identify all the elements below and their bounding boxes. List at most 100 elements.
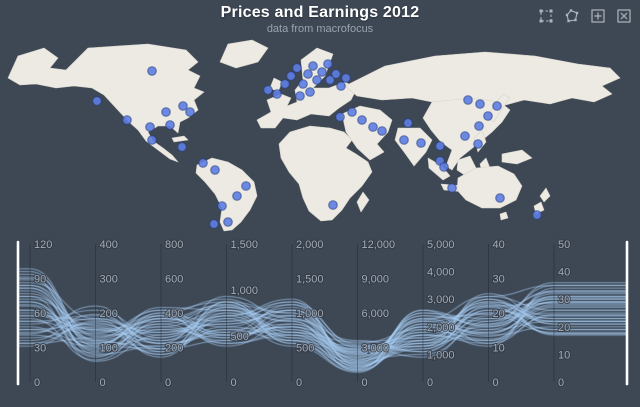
city-dot[interactable]	[341, 73, 351, 83]
profile-line[interactable]	[18, 290, 627, 351]
profile-line[interactable]	[18, 287, 627, 358]
profile-line[interactable]	[18, 306, 627, 372]
city-dot[interactable]	[336, 81, 346, 91]
city-dot[interactable]	[435, 141, 445, 151]
city-dot[interactable]	[210, 165, 220, 175]
city-dot[interactable]	[331, 69, 341, 79]
profile-line[interactable]	[18, 298, 627, 351]
profile-line[interactable]	[18, 284, 627, 351]
city-dot[interactable]	[161, 107, 171, 117]
city-dot[interactable]	[177, 142, 187, 152]
profile-line[interactable]	[18, 277, 627, 358]
profile-line[interactable]	[18, 301, 627, 368]
city-dot[interactable]	[483, 111, 493, 121]
city-dot[interactable]	[325, 75, 335, 85]
city-dot[interactable]	[303, 69, 313, 79]
profile-line[interactable]	[18, 293, 627, 354]
city-dot[interactable]	[463, 95, 473, 105]
zoom-fit-button[interactable]	[589, 7, 606, 24]
city-dot[interactable]	[308, 61, 318, 71]
city-dot[interactable]	[263, 85, 273, 95]
city-dot[interactable]	[335, 112, 345, 122]
profile-line[interactable]	[18, 279, 627, 353]
profile-line[interactable]	[17, 295, 627, 364]
city-dot[interactable]	[323, 59, 333, 69]
profile-line[interactable]	[18, 282, 627, 353]
profile-line[interactable]	[18, 295, 627, 372]
city-dot[interactable]	[292, 63, 302, 73]
city-dot[interactable]	[147, 66, 157, 76]
profile-line[interactable]	[18, 268, 627, 355]
profile-line[interactable]	[18, 304, 627, 366]
profile-line[interactable]	[18, 298, 627, 366]
city-dot[interactable]	[312, 75, 322, 85]
city-dot[interactable]	[178, 101, 188, 111]
city-dot[interactable]	[298, 79, 308, 89]
profile-line[interactable]	[18, 284, 627, 344]
city-dot[interactable]	[295, 91, 305, 101]
marquee-select-button[interactable]	[537, 7, 554, 24]
profile-line[interactable]	[18, 273, 627, 357]
city-dot[interactable]	[272, 89, 282, 99]
profile-line[interactable]	[17, 295, 627, 364]
city-dot[interactable]	[377, 126, 387, 136]
city-dot[interactable]	[209, 219, 219, 229]
profile-line[interactable]	[18, 295, 627, 354]
clear-selection-button[interactable]	[615, 7, 632, 24]
profile-line[interactable]	[17, 315, 627, 373]
profile-line[interactable]	[18, 284, 627, 361]
city-dot[interactable]	[147, 135, 157, 145]
profile-line[interactable]	[18, 313, 627, 371]
parallel-coordinates-panel[interactable]: 120 90 60 30 0 400 300 200 100 0 800 600 400 200 0 1,50…	[0, 234, 640, 407]
city-dot[interactable]	[185, 107, 195, 117]
profile-line[interactable]	[18, 309, 627, 350]
city-dot[interactable]	[286, 71, 296, 81]
city-dot[interactable]	[241, 181, 251, 191]
profile-line[interactable]	[18, 293, 627, 365]
profile-line[interactable]	[18, 298, 627, 350]
lasso-select-button[interactable]	[563, 7, 580, 24]
profile-line[interactable]	[18, 306, 627, 368]
profile-line[interactable]	[18, 301, 627, 357]
city-dot[interactable]	[416, 138, 426, 148]
city-dot[interactable]	[198, 158, 208, 168]
city-dot[interactable]	[357, 115, 367, 125]
city-dot[interactable]	[495, 193, 505, 203]
profile-line[interactable]	[17, 301, 627, 360]
city-dot[interactable]	[474, 121, 484, 131]
profile-line[interactable]	[17, 298, 627, 358]
profile-line[interactable]	[18, 298, 627, 355]
profile-line[interactable]	[18, 290, 627, 371]
city-dot[interactable]	[317, 67, 327, 77]
city-dot[interactable]	[399, 135, 409, 145]
city-dot[interactable]	[328, 200, 338, 210]
city-dot[interactable]	[473, 139, 483, 149]
profile-line[interactable]	[17, 271, 627, 353]
city-dot[interactable]	[122, 115, 132, 125]
city-dot[interactable]	[475, 99, 485, 109]
city-dot[interactable]	[305, 87, 315, 97]
city-dot[interactable]	[223, 217, 233, 227]
profile-line[interactable]	[18, 287, 627, 362]
profile-line[interactable]	[17, 276, 627, 355]
city-dot[interactable]	[232, 191, 242, 201]
profile-line[interactable]	[18, 282, 627, 361]
city-dot[interactable]	[280, 79, 290, 89]
city-dot[interactable]	[347, 107, 357, 117]
city-dot[interactable]	[447, 183, 457, 193]
city-dot[interactable]	[145, 122, 155, 132]
profile-line[interactable]	[18, 312, 627, 369]
city-dot[interactable]	[439, 162, 449, 172]
profile-line[interactable]	[18, 287, 627, 353]
city-dot[interactable]	[217, 201, 227, 211]
city-dot[interactable]	[165, 120, 175, 130]
world-map[interactable]	[0, 38, 640, 232]
city-dot[interactable]	[403, 118, 413, 128]
city-dot[interactable]	[460, 131, 470, 141]
profile-line[interactable]	[18, 313, 627, 362]
city-dot[interactable]	[492, 101, 502, 111]
city-dot[interactable]	[92, 96, 102, 106]
city-dot[interactable]	[368, 122, 378, 132]
city-dot[interactable]	[532, 210, 542, 220]
profile-line[interactable]	[18, 301, 627, 365]
